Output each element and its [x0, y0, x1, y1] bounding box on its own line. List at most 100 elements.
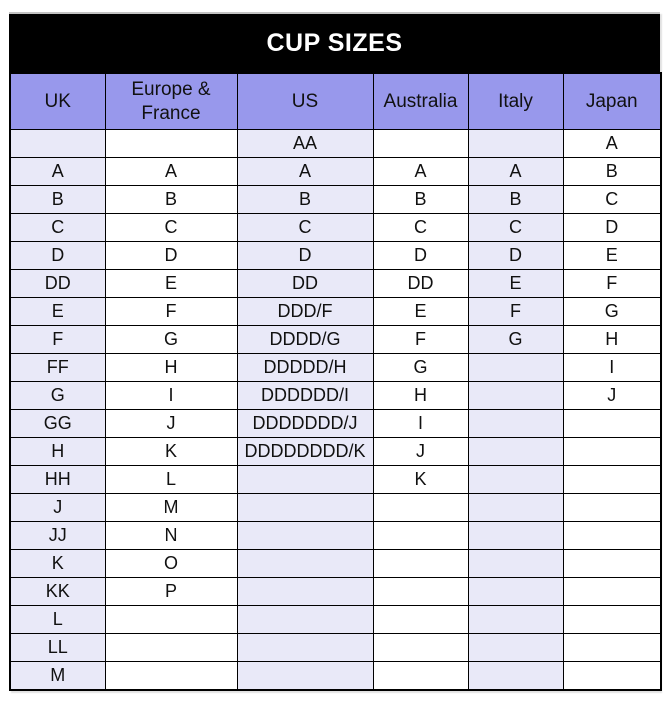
table-cell — [104, 633, 238, 662]
table-cell — [236, 633, 374, 662]
cup-sizes-conversion-table: CUP SIZES UK Europe & France US Australi… — [9, 12, 662, 691]
table-cell: HH — [9, 465, 106, 494]
table-cell: E — [372, 297, 469, 326]
table-row: AA A — [9, 129, 662, 158]
table-cell — [562, 633, 662, 662]
table-cell: LL — [9, 633, 106, 662]
table-cell: J — [9, 493, 106, 522]
table-cell: I — [104, 381, 238, 410]
table-cell: D — [236, 241, 374, 270]
table-cell: M — [104, 493, 238, 522]
column-header-italy: Italy — [467, 72, 564, 130]
table-cell: DD — [9, 269, 106, 298]
table-cell: J — [104, 409, 238, 438]
table-cell: JJ — [9, 521, 106, 550]
table-cell: G — [467, 325, 564, 354]
table-cell: F — [467, 297, 564, 326]
table-cell: E — [9, 297, 106, 326]
table-cell: KK — [9, 577, 106, 606]
table-cell: H — [372, 381, 469, 410]
table-cell: G — [104, 325, 238, 354]
table-cell — [372, 605, 469, 634]
table-cell — [372, 633, 469, 662]
table-cell: DDD/F — [236, 297, 374, 326]
table-cell: D — [562, 213, 662, 242]
table-cell: DDDDDDD/J — [236, 409, 374, 438]
table-cell — [467, 633, 564, 662]
table-cell — [562, 549, 662, 578]
table-cell — [467, 493, 564, 522]
table-cell — [372, 493, 469, 522]
table-cell: G — [562, 297, 662, 326]
table-row: LL — [9, 633, 662, 662]
table-cell: C — [104, 213, 238, 242]
table-row: FF H DDDDD/H G I — [9, 353, 662, 382]
table-cell: B — [104, 185, 238, 214]
table-cell: F — [104, 297, 238, 326]
table-body: AA A A A A A A B B B B B B C C C C C C D D D D D D E DD E DD DD E F E F DD… — [9, 129, 662, 691]
table-cell: B — [562, 157, 662, 186]
table-cell: H — [9, 437, 106, 466]
table-cell: N — [104, 521, 238, 550]
table-cell: B — [467, 185, 564, 214]
table-cell: J — [372, 437, 469, 466]
table-cell: DD — [236, 269, 374, 298]
table-cell: E — [562, 241, 662, 270]
table-cell — [467, 381, 564, 410]
table-cell: F — [372, 325, 469, 354]
table-cell: P — [104, 577, 238, 606]
table-cell — [372, 661, 469, 691]
table-cell: L — [9, 605, 106, 634]
table-cell — [104, 661, 238, 691]
table-row: GG J DDDDDDD/J I — [9, 409, 662, 438]
column-header-europe-france: Europe & France — [104, 72, 238, 130]
table-cell — [236, 521, 374, 550]
table-row: H K DDDDDDDD/K J — [9, 437, 662, 466]
table-cell: D — [9, 241, 106, 270]
table-cell — [236, 493, 374, 522]
table-cell: DD — [372, 269, 469, 298]
table-cell: DDDDDD/I — [236, 381, 374, 410]
table-cell: K — [372, 465, 469, 494]
column-header-japan: Japan — [562, 72, 662, 130]
table-cell: C — [236, 213, 374, 242]
table-cell: A — [562, 129, 662, 158]
table-cell: H — [104, 353, 238, 382]
table-cell: I — [562, 353, 662, 382]
table-cell — [562, 409, 662, 438]
table-cell: DDDDD/H — [236, 353, 374, 382]
table-cell: DDDD/G — [236, 325, 374, 354]
table-cell — [562, 465, 662, 494]
table-cell — [467, 605, 564, 634]
table-cell: J — [562, 381, 662, 410]
table-row: M — [9, 661, 662, 691]
table-cell: C — [9, 213, 106, 242]
table-cell — [467, 521, 564, 550]
table-cell: FF — [9, 353, 106, 382]
table-cell — [467, 129, 564, 158]
table-cell: E — [467, 269, 564, 298]
table-cell — [372, 577, 469, 606]
table-cell: C — [372, 213, 469, 242]
table-row: L — [9, 605, 662, 634]
table-cell: O — [104, 549, 238, 578]
table-cell: D — [467, 241, 564, 270]
table-cell — [9, 129, 106, 158]
table-row: E F DDD/F E F G — [9, 297, 662, 326]
table-row: KK P — [9, 577, 662, 606]
header-row: UK Europe & France US Australia Italy Ja… — [9, 72, 662, 130]
table-cell: B — [236, 185, 374, 214]
table-cell: A — [372, 157, 469, 186]
table-cell: D — [372, 241, 469, 270]
table-cell: F — [9, 325, 106, 354]
table-cell — [562, 437, 662, 466]
table-cell — [562, 521, 662, 550]
size-conversion-grid: UK Europe & France US Australia Italy Ja… — [9, 72, 662, 691]
table-cell: G — [9, 381, 106, 410]
table-cell: G — [372, 353, 469, 382]
